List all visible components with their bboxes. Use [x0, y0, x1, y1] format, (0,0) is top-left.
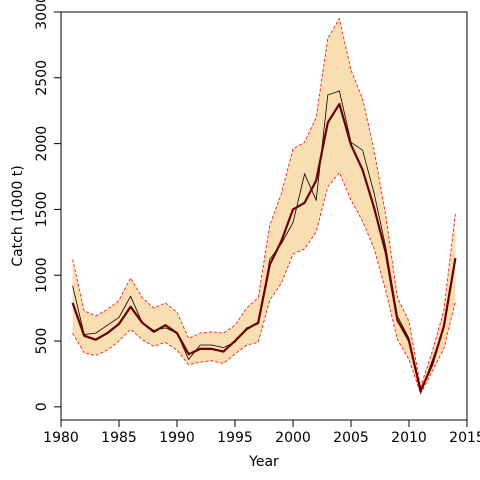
x-axis: 1980 1985 1990 1995 2000 2005 2010 2015	[43, 419, 480, 446]
x-tick-label: 2005	[333, 430, 369, 446]
x-tick-label: 2015	[449, 430, 480, 446]
estimated-catch-line	[71, 103, 457, 393]
y-tick-label: 1000	[34, 257, 50, 293]
x-tick-label: 1995	[217, 430, 253, 446]
y-tick-label: 3000	[34, 0, 50, 30]
x-tick-label: 1990	[159, 430, 195, 446]
series-line-layer	[71, 90, 457, 394]
plot-frame	[60, 11, 468, 421]
lower-bound-line	[72, 171, 456, 395]
y-axis: 0 500 1000 1500 2000 2500 3000	[34, 0, 62, 411]
y-axis-title: Catch (1000 t)	[10, 165, 26, 266]
x-tick-label: 1980	[43, 430, 79, 446]
x-tick-label: 2010	[391, 430, 427, 446]
confidence-band-layer	[72, 17, 456, 395]
upper-bound-line	[72, 17, 456, 388]
y-tick-label: 2500	[34, 60, 50, 96]
confidence-band-area	[72, 18, 456, 394]
y-tick-label: 500	[34, 328, 50, 355]
y-tick-label: 1500	[34, 192, 50, 228]
x-axis-title: Year	[248, 454, 279, 470]
x-tick-label: 1985	[101, 430, 137, 446]
observed-catch-line	[72, 90, 456, 394]
y-tick-label: 0	[34, 402, 50, 411]
x-tick-label: 2000	[275, 430, 311, 446]
y-tick-label: 2000	[34, 126, 50, 162]
